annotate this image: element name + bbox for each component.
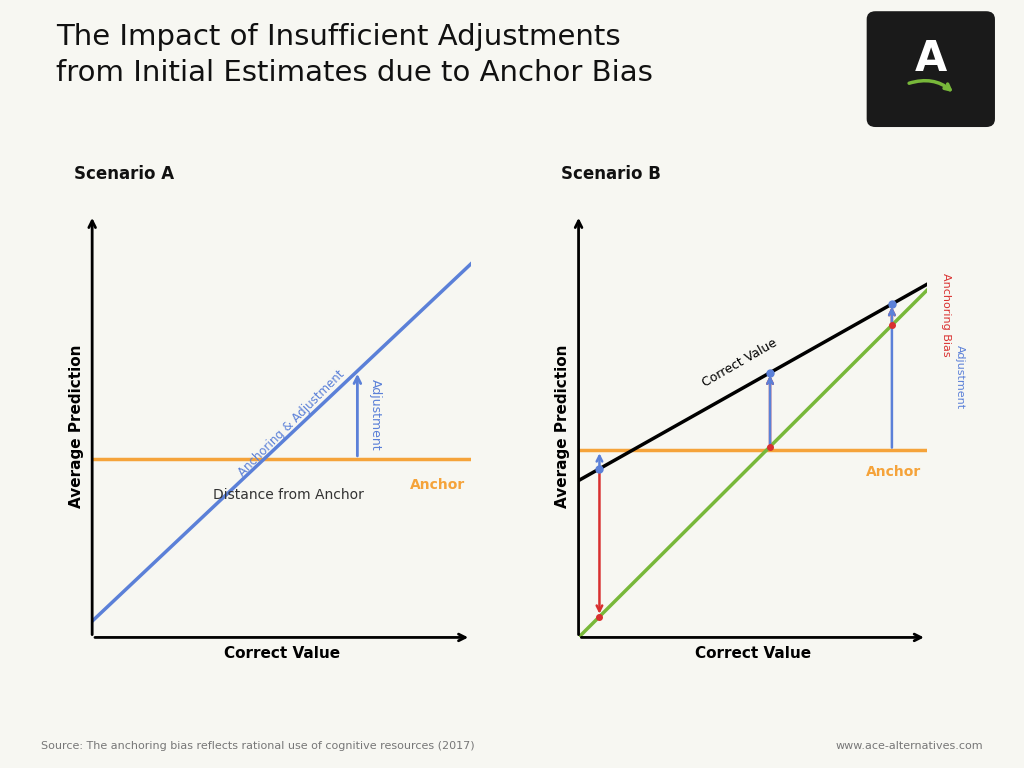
Text: Anchoring Bias: Anchoring Bias — [941, 273, 950, 356]
Text: A: A — [914, 38, 947, 80]
Text: Scenario B: Scenario B — [561, 165, 662, 183]
Text: Scenario A: Scenario A — [74, 165, 174, 183]
Text: Adjustment: Adjustment — [369, 379, 382, 451]
Y-axis label: Average Prediction: Average Prediction — [69, 345, 84, 508]
FancyBboxPatch shape — [866, 12, 995, 127]
Text: Anchor: Anchor — [866, 465, 922, 479]
Text: Correct Value: Correct Value — [700, 336, 779, 390]
Text: Adjustment: Adjustment — [954, 345, 965, 409]
X-axis label: Correct Value: Correct Value — [223, 646, 340, 660]
Text: Distance from Anchor: Distance from Anchor — [213, 488, 365, 502]
Text: Anchoring & Adjustment: Anchoring & Adjustment — [237, 368, 347, 479]
Text: Source: The anchoring bias reflects rational use of cognitive resources (2017): Source: The anchoring bias reflects rati… — [41, 741, 474, 751]
Text: www.ace-alternatives.com: www.ace-alternatives.com — [836, 741, 983, 751]
X-axis label: Correct Value: Correct Value — [694, 646, 811, 660]
Text: Anchor: Anchor — [410, 478, 465, 492]
Y-axis label: Average Prediction: Average Prediction — [555, 345, 570, 508]
Text: The Impact of Insufficient Adjustments
from Initial Estimates due to Anchor Bias: The Impact of Insufficient Adjustments f… — [56, 23, 653, 87]
